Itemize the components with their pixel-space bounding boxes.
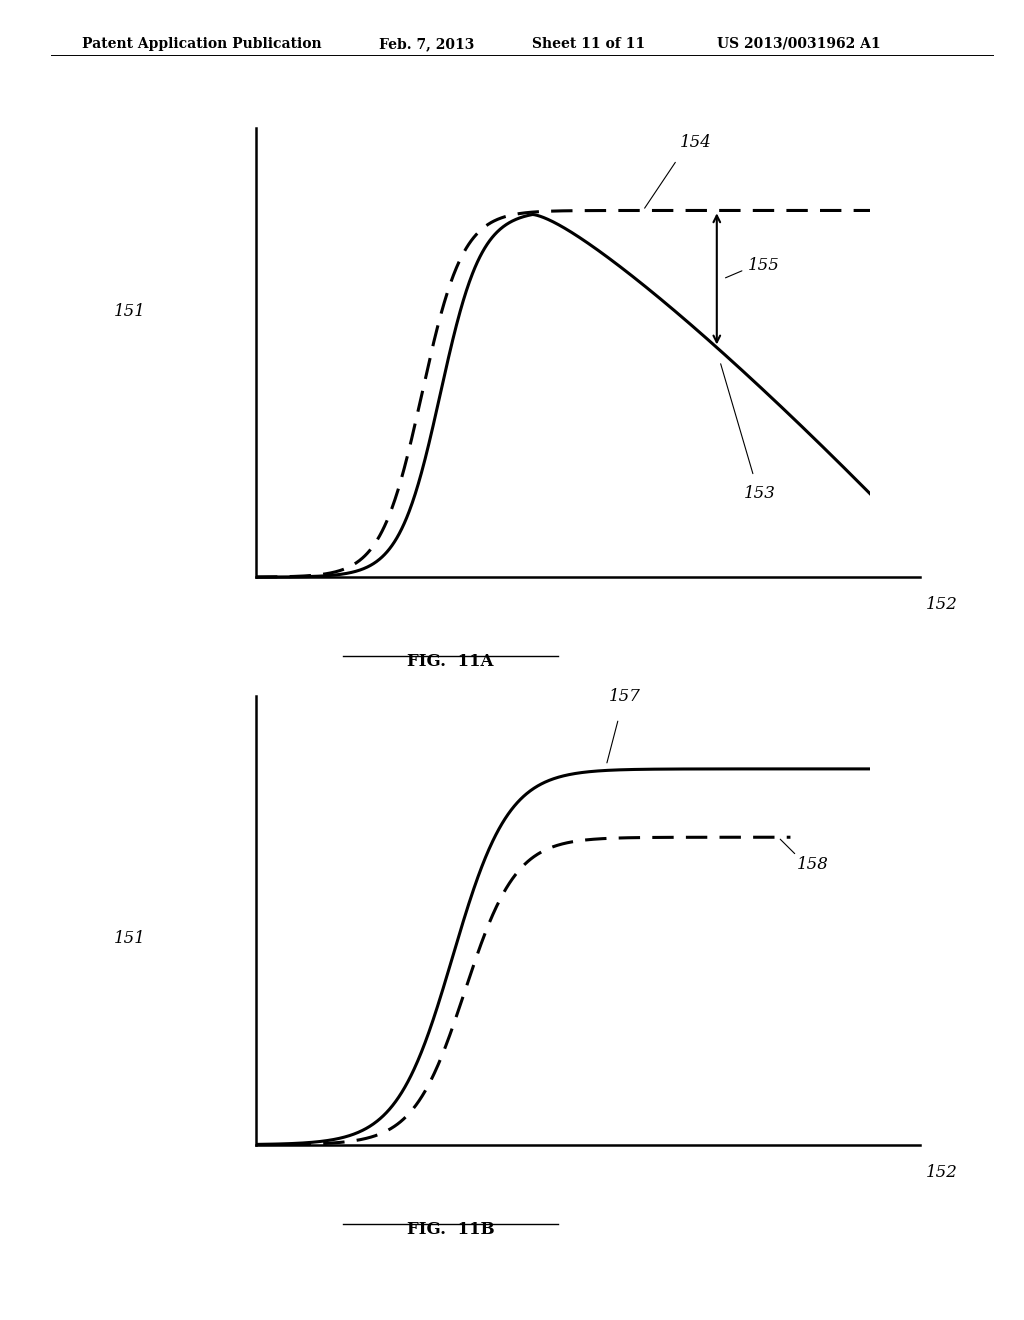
Text: Feb. 7, 2013: Feb. 7, 2013 bbox=[379, 37, 474, 51]
Text: 154: 154 bbox=[680, 133, 712, 150]
Text: FIG.  11A: FIG. 11A bbox=[408, 653, 494, 671]
Text: 151: 151 bbox=[114, 302, 145, 319]
Text: FIG.  11B: FIG. 11B bbox=[407, 1221, 495, 1238]
Text: 155: 155 bbox=[748, 256, 779, 273]
Text: 152: 152 bbox=[926, 597, 957, 612]
Text: 152: 152 bbox=[926, 1164, 957, 1180]
Text: Patent Application Publication: Patent Application Publication bbox=[82, 37, 322, 51]
Text: Sheet 11 of 11: Sheet 11 of 11 bbox=[532, 37, 645, 51]
Text: US 2013/0031962 A1: US 2013/0031962 A1 bbox=[717, 37, 881, 51]
Text: 151: 151 bbox=[114, 931, 145, 946]
Text: 158: 158 bbox=[797, 857, 828, 874]
Text: 153: 153 bbox=[743, 486, 776, 503]
Text: 157: 157 bbox=[608, 688, 641, 705]
